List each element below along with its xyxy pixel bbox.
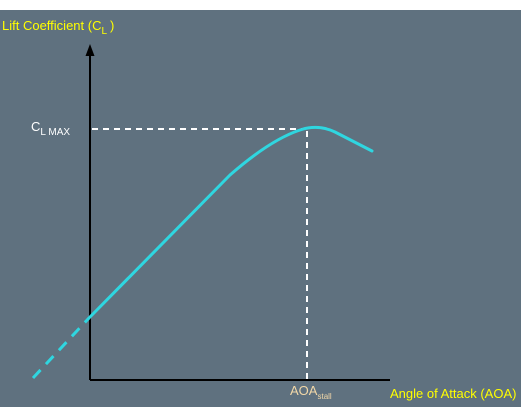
- diagram-panel: [0, 10, 521, 407]
- aoa-stall-label: AOAstall: [290, 383, 332, 401]
- aoa-stall-label-subscript: stall: [317, 392, 331, 401]
- y-axis-title-close: ): [110, 18, 114, 33]
- cl-max-label-subscript: L MAX: [40, 127, 70, 138]
- cl-max-label: CL MAX: [31, 119, 70, 138]
- x-axis-title: Angle of Attack (AOA): [390, 386, 516, 401]
- y-axis-title-main: Lift Coefficient (C: [2, 18, 101, 33]
- y-axis-title: Lift Coefficient (CL): [2, 18, 114, 37]
- arrow-up-icon: [85, 44, 95, 56]
- lift-curve-line: [87, 125, 374, 320]
- lift-curve-extension-dashed: [31, 316, 91, 380]
- y-axis-title-subscript: L: [101, 26, 107, 37]
- aoa-stall-label-main: AOA: [290, 383, 318, 398]
- cl-max-label-main: C: [31, 119, 40, 134]
